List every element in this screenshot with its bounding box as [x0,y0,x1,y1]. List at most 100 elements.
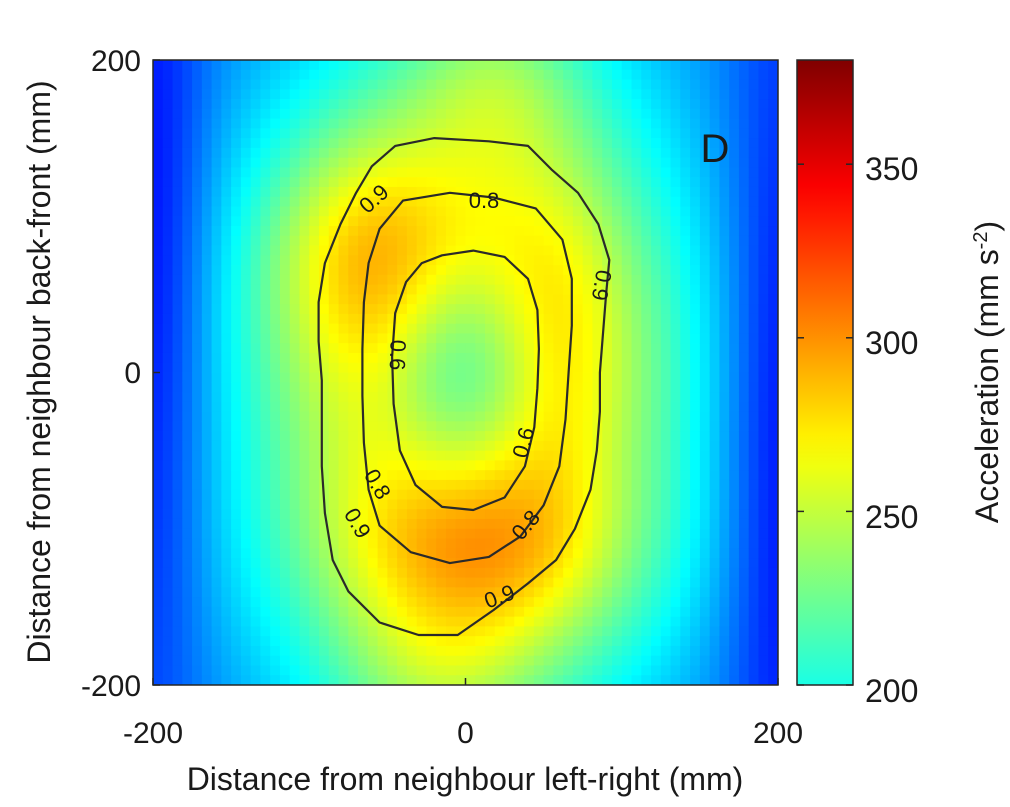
heatmap-cell [465,226,476,237]
heatmap-cell [768,597,778,608]
heatmap-cell [192,333,203,344]
heatmap-cell [445,616,457,628]
contour-label-08-a: 0.8 [469,188,500,213]
heatmap-cell [406,245,418,256]
heatmap-cell [699,313,711,325]
heatmap-cell [328,147,340,159]
heatmap-cell [172,333,183,344]
heatmap-cell [172,108,183,120]
heatmap-cell [211,636,222,647]
heatmap-cell [182,548,193,559]
heatmap-cell [572,489,584,501]
heatmap-cell [338,333,349,344]
heatmap-cell [387,577,398,588]
heatmap-cell [494,206,506,217]
heatmap-cell [445,294,457,305]
heatmap-cell [504,235,515,247]
heatmap-cell [211,518,222,530]
heatmap-cell [582,558,594,569]
heatmap-cell [719,138,730,149]
heatmap-cell [592,372,603,383]
heatmap-cell [387,401,398,413]
heatmap-cell [563,69,574,81]
heatmap-cell [436,157,447,169]
heatmap-cell [153,567,164,579]
heatmap-cell [299,382,310,393]
heatmap-cell [406,558,418,569]
heatmap-cell [377,255,388,266]
heatmap-cell [494,401,506,413]
heatmap-cell [719,294,730,305]
heatmap-cell [465,157,476,169]
heatmap-cell [758,352,769,364]
heatmap-cell [328,216,340,227]
heatmap-cell [153,636,164,647]
heatmap-cell [592,343,603,354]
heatmap-cell [231,479,242,491]
heatmap-cell [748,343,760,354]
heatmap-cell [397,167,408,178]
heatmap-cell [563,655,574,667]
heatmap-cell [690,196,701,208]
heatmap-cell [729,216,740,227]
heatmap-cell [250,343,262,354]
heatmap-cell [660,313,672,325]
heatmap-cell [690,470,701,481]
heatmap-cell [533,245,545,256]
heatmap-cell [690,265,701,276]
heatmap-cell [670,352,681,364]
heatmap-cell [260,69,271,81]
heatmap-cell [768,157,778,169]
heatmap-cell [309,558,320,569]
heatmap-cell [592,128,603,139]
heatmap-cell [221,362,232,374]
heatmap-cell [690,382,701,393]
heatmap-cell [631,489,642,501]
heatmap-cell [240,372,252,383]
heatmap-cell [221,118,232,129]
heatmap-cell [172,558,183,569]
heatmap-cell [631,636,642,647]
heatmap-cell [768,186,778,198]
heatmap-cell [485,362,496,374]
heatmap-cell [738,245,750,256]
heatmap-cell [309,69,320,81]
heatmap-cell [524,509,535,520]
heatmap-cell [289,392,301,403]
heatmap-cell [436,323,447,335]
heatmap-cell [641,265,652,276]
heatmap-cell [299,655,310,667]
heatmap-cell [572,206,584,217]
heatmap-cell [162,509,174,520]
heatmap-cell [367,548,379,559]
heatmap-cell [563,206,574,217]
heatmap-cell [621,323,633,335]
heatmap-cell [309,636,320,647]
heatmap-cell [221,79,232,90]
heatmap-cell [631,499,642,510]
heatmap-cell [758,274,769,286]
heatmap-cell [319,245,330,256]
heatmap-cell [465,128,476,139]
heatmap-cell [192,69,203,81]
heatmap-cell [426,333,437,344]
heatmap-cell [172,489,183,501]
heatmap-cell [592,323,603,335]
heatmap-cell [748,147,760,159]
heatmap-cell [611,226,623,237]
heatmap-cell [651,460,662,471]
heatmap-cell [201,626,213,637]
heatmap-cell [611,479,623,491]
heatmap-cell [231,265,242,276]
heatmap-cell [231,323,242,335]
heatmap-cell [738,548,750,559]
heatmap-cell [670,548,681,559]
heatmap-cell [611,665,623,676]
heatmap-cell [563,196,574,208]
colorbar-frame [796,59,854,686]
heatmap-cell [504,147,515,159]
y-tick-label-bottom: -200 [81,670,141,703]
heatmap-cell [231,626,242,637]
heatmap-cell [719,352,730,364]
heatmap-cell [270,675,281,685]
